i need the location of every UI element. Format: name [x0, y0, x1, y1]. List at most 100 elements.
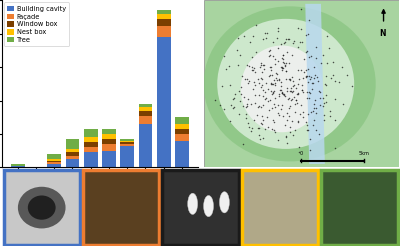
Point: [349, 84, 355, 88]
Bar: [139, 116, 152, 124]
Point: [252, 24, 259, 28]
Point: [294, 68, 301, 72]
Point: [258, 105, 264, 109]
Point: [287, 104, 294, 108]
Point: [256, 81, 262, 85]
Point: [275, 103, 282, 107]
Bar: [175, 140, 189, 167]
Point: [320, 113, 327, 117]
Point: [282, 63, 288, 67]
Point: [290, 84, 296, 88]
Point: [272, 83, 278, 87]
Point: [306, 55, 312, 59]
Point: [283, 69, 289, 73]
Point: [244, 102, 251, 106]
Point: [244, 121, 251, 125]
Bar: [139, 110, 152, 116]
Bar: [84, 147, 98, 152]
Point: [282, 40, 288, 44]
Point: [326, 46, 332, 50]
Point: [288, 53, 295, 57]
Point: [281, 61, 288, 65]
Point: [258, 83, 265, 87]
Point: [328, 76, 334, 80]
Point: [304, 67, 311, 71]
Legend: Building cavity, Façade, Window box, Nest box, Tree: Building cavity, Façade, Window box, Nes…: [4, 2, 69, 46]
Point: [307, 91, 313, 95]
Point: [276, 78, 282, 82]
Bar: [120, 146, 134, 167]
Point: [300, 76, 306, 79]
Bar: [84, 152, 98, 167]
Point: [308, 110, 314, 114]
Ellipse shape: [204, 196, 214, 217]
Point: [262, 90, 269, 94]
Point: [290, 79, 296, 83]
Point: [245, 125, 252, 129]
Point: [291, 83, 297, 87]
Point: [282, 123, 288, 127]
Point: [299, 88, 305, 92]
Point: [332, 97, 338, 101]
Point: [313, 128, 320, 132]
Point: [226, 64, 232, 68]
Bar: [84, 137, 98, 142]
Point: [258, 121, 264, 125]
Point: [278, 107, 284, 111]
Point: [302, 75, 309, 79]
Point: [278, 65, 285, 69]
Point: [324, 61, 330, 65]
Point: [242, 77, 248, 81]
Point: [316, 90, 323, 93]
Point: [317, 96, 323, 100]
Point: [275, 138, 282, 142]
Point: [249, 55, 255, 59]
Point: [300, 110, 306, 114]
Point: [313, 75, 320, 79]
Point: [310, 81, 316, 85]
Point: [286, 37, 293, 41]
Point: [242, 105, 249, 109]
Point: [291, 39, 298, 43]
Point: [315, 79, 322, 83]
Point: [284, 97, 291, 101]
Point: [220, 54, 227, 58]
Point: [256, 137, 263, 141]
Point: [247, 40, 254, 44]
Text: 0: 0: [300, 151, 303, 156]
Point: [260, 37, 267, 41]
Point: [298, 27, 304, 31]
Point: [258, 63, 264, 67]
Ellipse shape: [241, 46, 323, 132]
Point: [344, 73, 350, 77]
Point: [278, 80, 284, 84]
Point: [280, 66, 286, 70]
X-axis label: % Sealed surfaces (urban gradient): % Sealed surfaces (urban gradient): [32, 186, 168, 195]
Point: [230, 96, 237, 100]
Point: [251, 118, 258, 122]
Point: [240, 142, 246, 146]
Point: [243, 116, 250, 120]
Point: [252, 101, 258, 105]
Point: [300, 90, 306, 94]
Point: [295, 119, 302, 123]
Point: [254, 113, 260, 117]
Point: [271, 57, 278, 61]
Point: [272, 71, 279, 75]
Point: [265, 124, 272, 128]
Bar: [102, 134, 116, 139]
Point: [307, 148, 314, 152]
Point: [249, 65, 256, 69]
Point: [339, 65, 345, 69]
Bar: [242, 170, 318, 245]
Point: [268, 68, 274, 72]
Ellipse shape: [204, 6, 376, 161]
Point: [303, 121, 309, 124]
Point: [272, 96, 278, 100]
Ellipse shape: [217, 19, 354, 149]
Point: [262, 31, 268, 35]
Point: [250, 34, 256, 38]
Point: [262, 81, 269, 85]
Bar: [102, 151, 116, 167]
Point: [244, 63, 250, 67]
